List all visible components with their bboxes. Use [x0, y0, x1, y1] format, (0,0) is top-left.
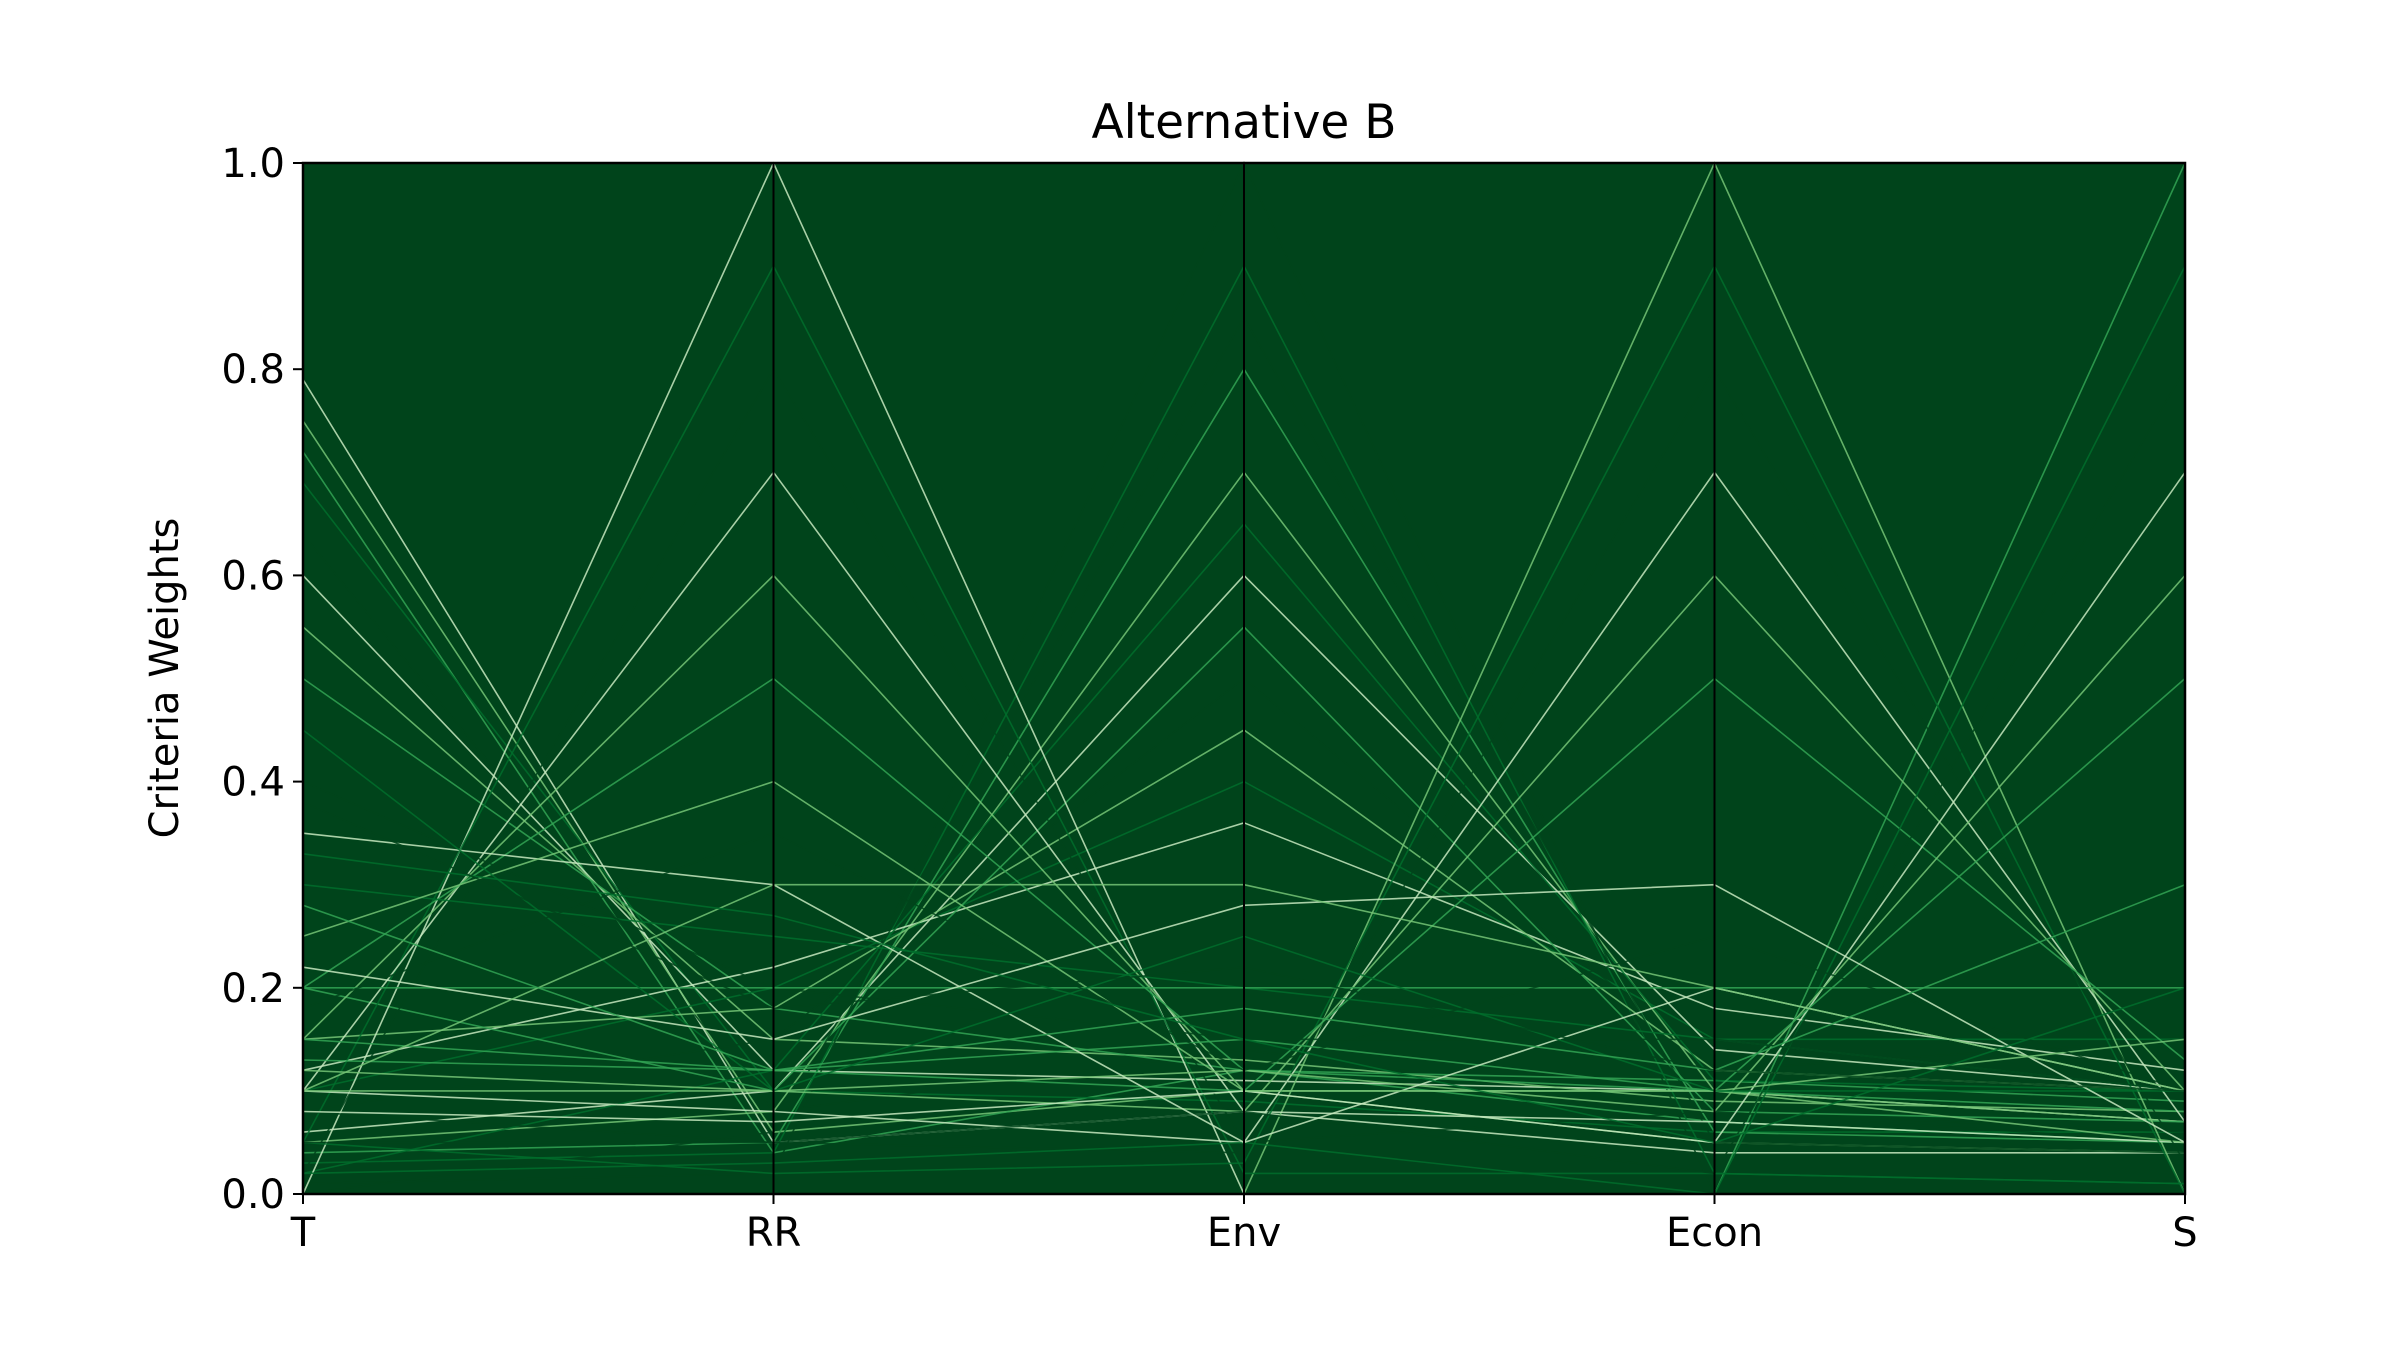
y-tick-label: 0.2: [221, 966, 285, 1012]
y-tick-label: 0.0: [221, 1172, 285, 1218]
y-tick-label: 0.4: [221, 760, 285, 806]
chart-title: Alternative B: [1091, 95, 1396, 150]
x-tick-label: Env: [1207, 1210, 1281, 1256]
x-tick-label: S: [2172, 1210, 2197, 1256]
x-tick-label: RR: [746, 1210, 802, 1256]
y-tick-label: 0.6: [221, 553, 285, 599]
tick-marks: T RR Env Econ S 0.0 0.2 0.4 0.6 0.8 1.0: [221, 141, 2197, 1256]
x-tick-label: T: [290, 1210, 316, 1256]
y-tick-label: 0.8: [221, 347, 285, 393]
x-tick-label: Econ: [1666, 1210, 1763, 1256]
y-tick-label: 1.0: [221, 141, 285, 187]
y-axis-label: Criteria Weights: [142, 518, 188, 839]
